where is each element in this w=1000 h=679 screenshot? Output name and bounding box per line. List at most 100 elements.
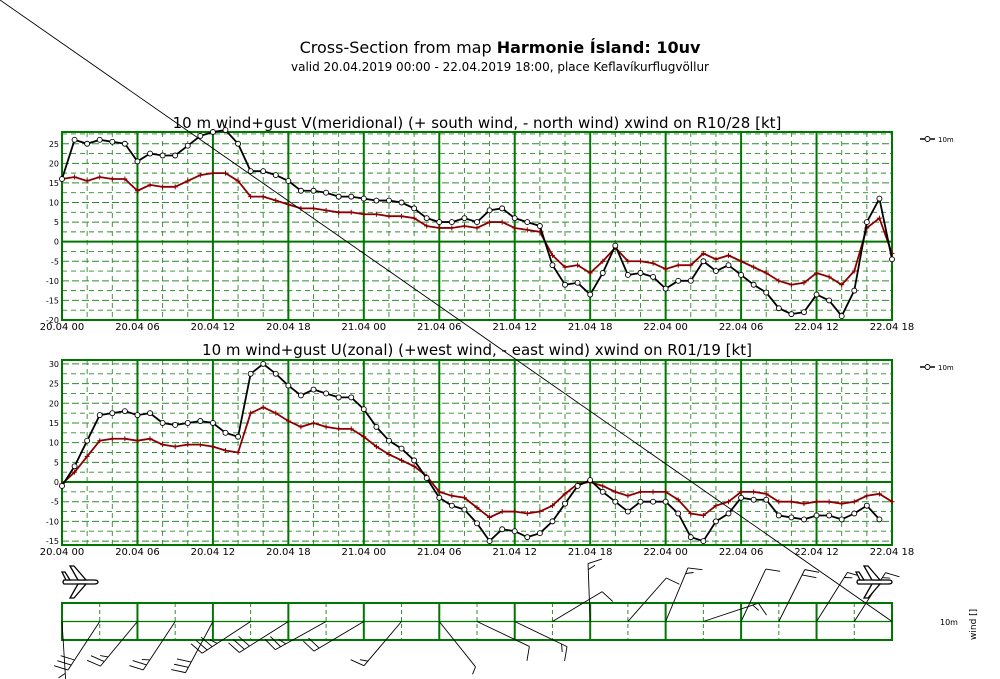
- gust-point: [663, 489, 669, 495]
- plot-frame: [61, 359, 893, 546]
- wind-point: [209, 420, 216, 426]
- x-tick-label: 20.04 12: [191, 547, 236, 558]
- gust-point: [160, 442, 166, 448]
- y-tick-label: -15: [46, 537, 59, 546]
- gust-point: [726, 252, 732, 258]
- x-tick-label: 21.04 18: [568, 322, 613, 333]
- wind-barb-feather: [765, 568, 781, 572]
- gust-point: [461, 223, 467, 229]
- gust-point: [713, 503, 719, 509]
- wind-point: [272, 172, 279, 179]
- wind-point: [599, 488, 606, 495]
- wind-barb-icon: [665, 567, 689, 622]
- wind-point: [474, 520, 480, 527]
- wind-point: [788, 311, 795, 318]
- wind-point: [863, 502, 870, 509]
- gust-point: [763, 270, 769, 276]
- wind-barb-icon: [313, 621, 365, 652]
- gust-point: [600, 483, 606, 489]
- wind-barb-feather: [278, 639, 287, 645]
- gust-point: [876, 491, 882, 497]
- wind-point: [536, 223, 543, 229]
- gust-point: [562, 491, 568, 497]
- x-tick-label: 22.04 18: [870, 547, 915, 558]
- wind-barb-feather: [526, 646, 530, 661]
- wind-point: [637, 498, 644, 505]
- x-tick-label: 20.04 18: [266, 547, 311, 558]
- gust-point: [826, 274, 832, 280]
- wind-point: [323, 390, 330, 397]
- wind-point: [662, 498, 669, 505]
- gust-point: [512, 509, 518, 515]
- wind-point: [285, 178, 292, 184]
- wind-point: [851, 287, 858, 294]
- gust-point: [537, 509, 543, 515]
- wind-point: [360, 195, 367, 202]
- wind-point: [499, 205, 506, 212]
- strip-legend-unit: wind []: [969, 609, 979, 640]
- y-tick-label: 5: [54, 458, 59, 467]
- wind-point: [423, 475, 430, 482]
- wind-point: [712, 518, 719, 525]
- gust-point: [788, 282, 794, 288]
- gust-point: [222, 170, 228, 176]
- wind-point: [172, 152, 179, 159]
- y-tick-label: 10: [49, 439, 59, 448]
- gust-point: [222, 448, 228, 454]
- wind-point: [260, 168, 267, 175]
- wind-barb-feather: [666, 577, 680, 585]
- gust-point: [713, 256, 719, 262]
- x-tick-label: 22.04 18: [870, 322, 915, 333]
- wind-point: [348, 193, 355, 200]
- x-tick-label: 21.04 06: [417, 322, 462, 333]
- wind-point: [147, 150, 153, 157]
- wind-barb-icon: [816, 572, 848, 622]
- wind-point: [411, 205, 418, 212]
- wind-point: [574, 483, 581, 489]
- gust-point: [851, 499, 857, 505]
- wind-point: [637, 270, 644, 276]
- wind-barb-icon: [142, 621, 176, 671]
- gust-point: [474, 505, 480, 511]
- x-tick-label: 20.04 00: [40, 322, 85, 333]
- gust-point: [436, 489, 442, 495]
- gust-point: [524, 227, 530, 233]
- wind-point: [549, 518, 556, 525]
- gust-point: [688, 262, 694, 268]
- y-tick-label: 20: [49, 399, 59, 408]
- gust-point: [185, 178, 191, 184]
- gust-point: [147, 436, 153, 442]
- gust-point: [311, 205, 317, 211]
- wind-barb-strip: 10m wind []: [0, 0, 979, 679]
- wind-point: [184, 420, 191, 426]
- wind-barb-icon: [275, 621, 327, 651]
- gust-point: [348, 209, 354, 215]
- wind-barb-feather: [270, 636, 281, 648]
- wind-point: [96, 412, 103, 419]
- gust-point: [172, 184, 178, 190]
- wind-barb-icon: [740, 568, 767, 622]
- wind-point: [59, 176, 65, 182]
- wind-point: [209, 129, 216, 135]
- gust-point: [637, 258, 643, 264]
- x-tick-label: 22.04 00: [643, 547, 688, 558]
- wind-point: [272, 370, 279, 377]
- wind-point: [650, 273, 657, 280]
- gust-point: [197, 442, 203, 448]
- wind-point: [725, 510, 732, 517]
- wind-point: [297, 187, 304, 194]
- y-tick-label: 25: [49, 140, 59, 149]
- wind-point: [59, 483, 65, 489]
- wind-point: [235, 433, 242, 440]
- gust-point: [260, 194, 266, 200]
- y-tick-label: 0: [54, 478, 59, 487]
- wind-point: [763, 496, 770, 503]
- gust-point: [260, 404, 266, 410]
- airplane-wing-top: [68, 565, 88, 581]
- x-tick-label: 22.04 12: [794, 547, 839, 558]
- x-tick-label: 21.04 12: [492, 547, 537, 558]
- wind-barb-feather: [752, 604, 760, 611]
- wind-point: [876, 516, 883, 523]
- page-title: Cross-Section from map Harmonie Ísland: …: [0, 38, 1000, 57]
